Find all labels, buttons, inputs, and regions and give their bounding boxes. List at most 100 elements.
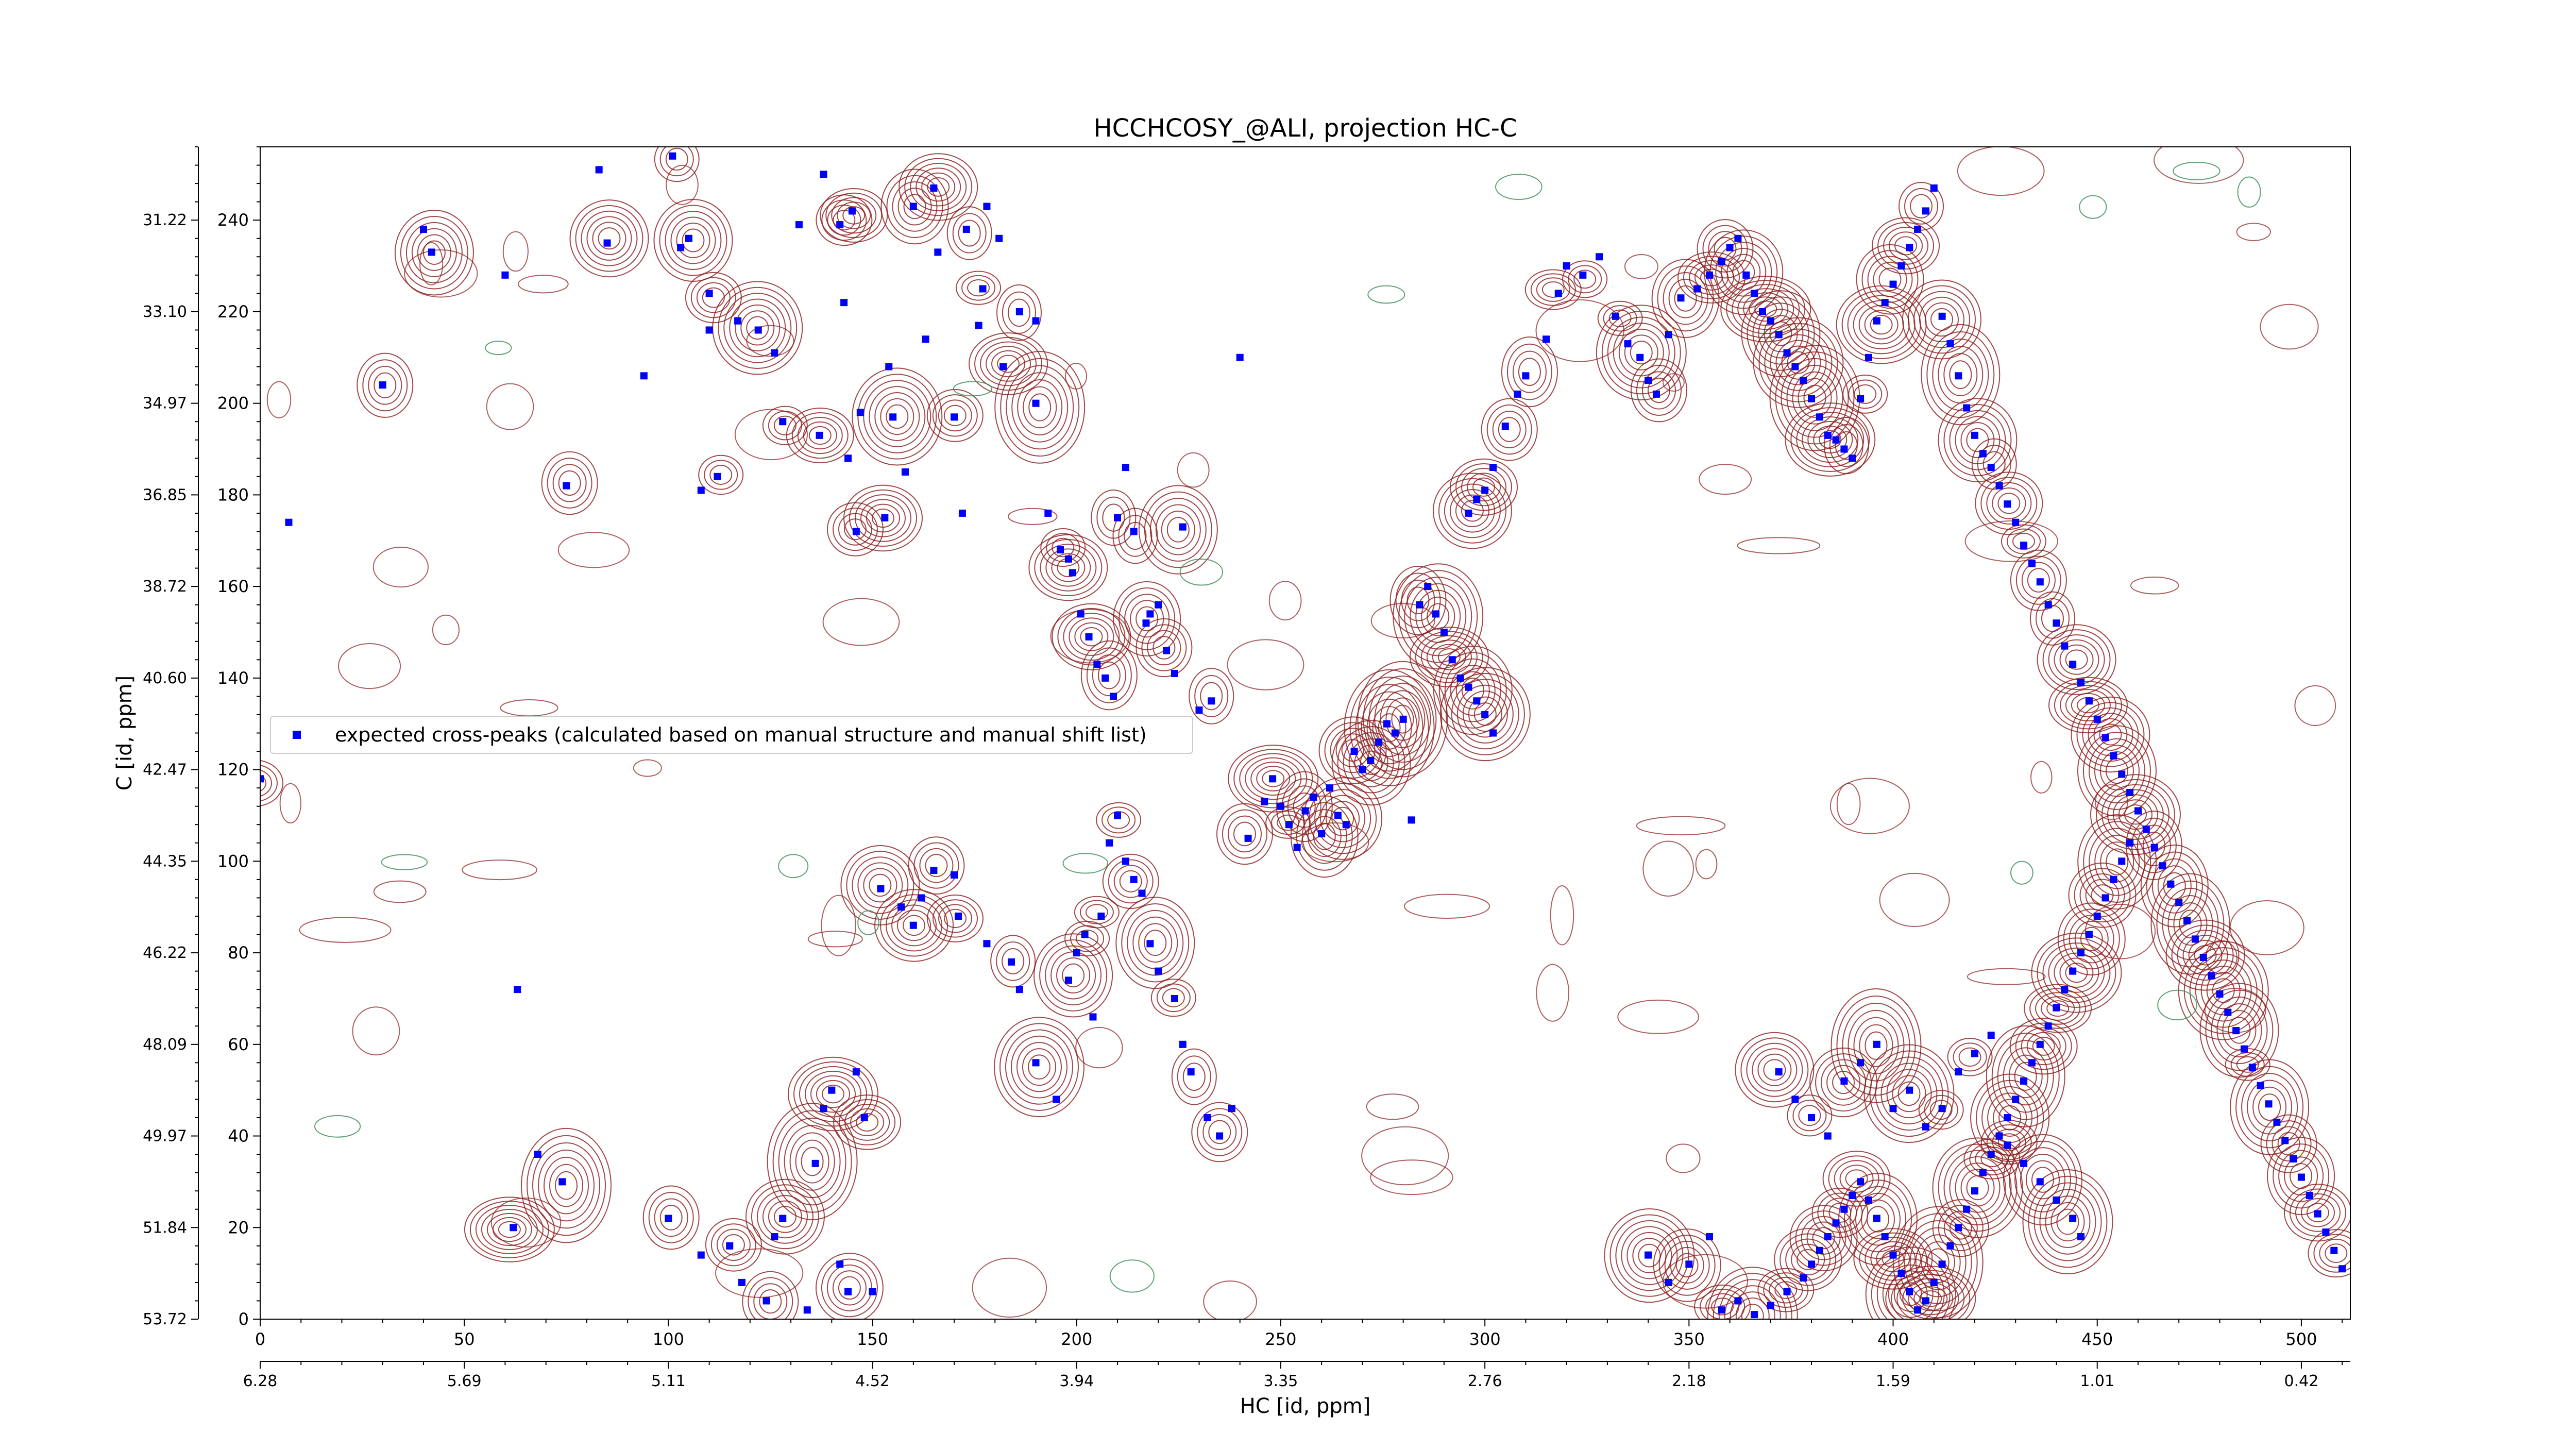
contour-ring: [1028, 393, 1052, 422]
contour-ring: [1374, 683, 1431, 755]
contour-ring: [852, 856, 909, 914]
x-axis-label: HC [id, ppm]: [1240, 1394, 1371, 1418]
contour-ring: [807, 931, 863, 948]
contour-ring: [1127, 909, 1184, 976]
cross-peak-point: [1179, 1040, 1187, 1048]
cross-peak-point: [1955, 372, 1962, 380]
contour-ring: [996, 941, 1030, 981]
cross-peak-point: [2330, 1246, 2338, 1254]
contour-ring: [2015, 1022, 2072, 1070]
contour-ring: [1166, 517, 1190, 543]
cross-peak-point: [1645, 377, 1652, 384]
contour-ring: [1155, 504, 1201, 555]
contour-ring: [1929, 1100, 1953, 1120]
contour-ring: [1492, 411, 1527, 449]
contour-ring: [1535, 299, 1624, 362]
cross-peak-point: [1522, 372, 1530, 380]
contour-ring: [1096, 802, 1142, 838]
cross-peak-point: [1946, 340, 1954, 348]
cross-peak-point: [1783, 1288, 1791, 1295]
cross-peak-point: [1015, 308, 1023, 315]
contour-ring: [1630, 340, 1653, 365]
cross-peak-point: [1015, 986, 1023, 993]
x-tick-label: 50: [454, 1329, 475, 1349]
contour-ring: [1892, 1206, 1984, 1319]
contour-ring: [839, 1099, 896, 1145]
negative-contour-ring: [2010, 861, 2033, 885]
contour-ring: [1138, 485, 1218, 575]
cross-peak-point: [762, 1297, 770, 1305]
contour-ring: [2022, 1169, 2113, 1275]
contour-ring: [1518, 358, 1541, 386]
cross-peak-point: [983, 940, 991, 948]
cross-peak-point: [1824, 431, 1832, 439]
contour-ring: [665, 147, 688, 171]
cross-peak-point: [1840, 445, 1848, 453]
contour-ring: [659, 205, 727, 276]
contour-ring: [791, 412, 849, 459]
contour-ring: [2008, 1140, 2077, 1219]
cross-peak-point: [1424, 583, 1432, 591]
cross-peak-point: [1432, 610, 1440, 618]
contour-ring: [2095, 779, 2175, 850]
contour-ring: [1462, 690, 1508, 738]
contour-ring: [1080, 640, 1138, 711]
contour-ring: [1711, 1298, 1734, 1316]
negative-contour-ring: [314, 1115, 361, 1138]
contour-ring: [676, 223, 710, 258]
contour-ring: [1262, 770, 1285, 787]
contour-ring: [2042, 629, 2111, 690]
cross-peak-point: [1473, 697, 1481, 705]
contour-ring: [1697, 219, 1754, 279]
cross-peak-point: [1489, 464, 1497, 471]
contour-ring: [849, 489, 917, 547]
cross-peak-point: [951, 413, 958, 421]
cross-peak-point: [1146, 610, 1154, 618]
contour-ring: [2173, 902, 2208, 946]
contour-ring: [1101, 806, 1136, 834]
cross-peak-point: [1465, 683, 1472, 691]
contour-ring: [993, 1017, 1084, 1118]
contour-ring: [756, 1189, 814, 1244]
contour-ring: [1107, 811, 1130, 829]
contour-ring: [869, 873, 892, 897]
x-tick-label: 300: [1469, 1329, 1501, 1349]
contour-ring: [2030, 761, 2053, 794]
contour-ring: [1307, 816, 1342, 857]
cross-peak-point: [2028, 1059, 2036, 1067]
cross-peak-point: [2012, 518, 2020, 526]
cross-peak-point: [1930, 1278, 1938, 1286]
contour-ring: [956, 271, 1002, 305]
cross-peak-point: [1501, 423, 1509, 430]
contour-ring: [1829, 424, 1863, 467]
contour-ring: [1455, 494, 1489, 528]
cross-peak-point: [1069, 569, 1076, 577]
contour-ring: [1091, 489, 1137, 546]
contour-ring: [1662, 373, 1685, 392]
cross-peak-point: [677, 244, 685, 251]
cross-peak-point: [1114, 514, 1122, 521]
cross-peak-point: [1652, 390, 1660, 398]
cross-peak-point: [1971, 431, 1979, 439]
cross-peak-point: [514, 986, 521, 993]
contour-ring: [1919, 296, 1964, 343]
contour-ring: [2101, 784, 2170, 845]
contour-ring: [1843, 1179, 1912, 1259]
cross-peak-point: [1849, 1192, 1856, 1200]
cross-peak-point: [2028, 560, 2036, 567]
contour-ring: [740, 310, 775, 346]
cross-peak-point: [1889, 280, 1897, 288]
contour-ring: [910, 162, 967, 211]
contour-ring: [372, 546, 429, 588]
contour-ring: [778, 1117, 846, 1206]
contour-ring: [1449, 489, 1495, 533]
contour-ring: [1885, 1266, 1976, 1319]
cross-peak-point: [1693, 285, 1701, 293]
cross-peak-point: [1758, 308, 1766, 315]
contour-ring: [527, 1135, 606, 1236]
contour-ring: [2028, 1175, 2108, 1268]
contour-ring: [266, 381, 292, 418]
contour-ring: [1964, 520, 2059, 562]
cross-peak-point: [2004, 1141, 2011, 1149]
y-tick-label: 200: [217, 394, 249, 413]
